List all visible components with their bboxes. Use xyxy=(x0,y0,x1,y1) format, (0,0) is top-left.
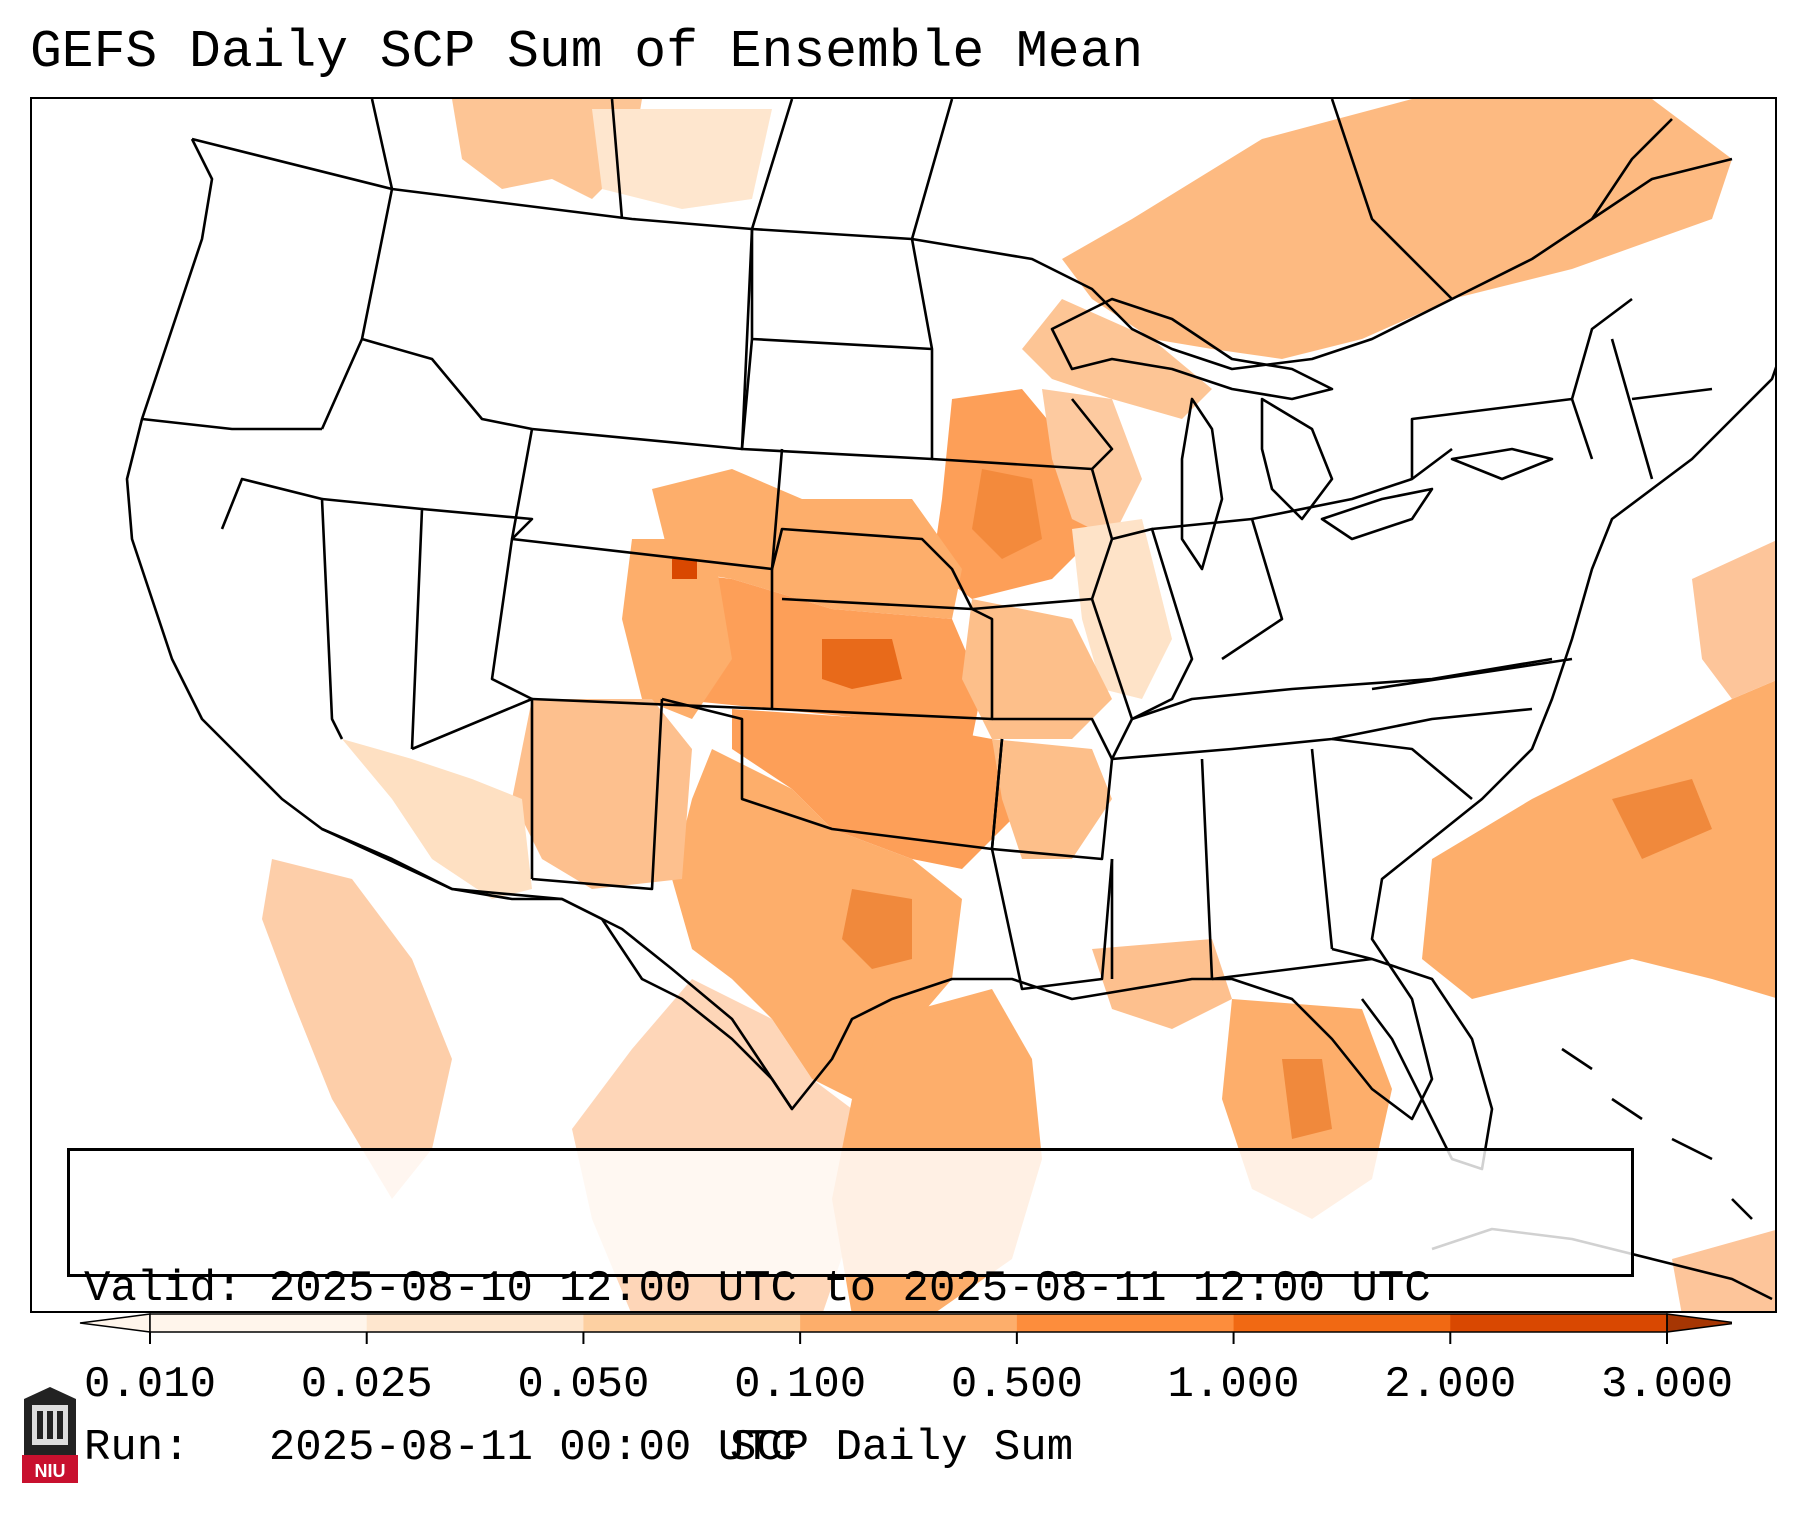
scp-area-atlantic-core xyxy=(1612,779,1712,859)
scp-area-arizona xyxy=(342,739,532,899)
state-line-pa-ny xyxy=(1410,397,1594,479)
florida-peninsula xyxy=(1331,947,1494,1171)
lake-erie xyxy=(1320,487,1434,541)
state-line-tn-south xyxy=(1111,707,1533,761)
state-line-ne-ks xyxy=(770,527,974,610)
colorbar-segment xyxy=(1450,1314,1668,1332)
valid-line: Valid: 2025-08-10 12:00 UTC to 2025-08-1… xyxy=(84,1263,1617,1316)
colorbar xyxy=(79,1313,1732,1344)
state-line-oh-pa xyxy=(1251,447,1453,521)
valid-label: Valid: xyxy=(84,1264,243,1314)
state-line-la-ms xyxy=(990,848,1114,991)
niu-logo-icon: NIU xyxy=(22,1387,78,1483)
state-line-mn-ia xyxy=(931,398,1114,471)
lake-michigan xyxy=(1180,397,1224,571)
state-line-ms-al-ga xyxy=(1110,748,1334,980)
scp-area-atlantic-north xyxy=(1692,540,1775,699)
lake-ontario xyxy=(1450,447,1554,481)
state-line-ks-ok xyxy=(771,597,994,721)
state-line-mt-wy xyxy=(531,228,754,451)
lake-huron xyxy=(1260,397,1334,521)
bahamas-islands xyxy=(1561,1047,1753,1220)
scp-area-illinois xyxy=(1072,519,1172,699)
valid-run-infobox: Valid: 2025-08-10 12:00 UTC to 2025-08-1… xyxy=(67,1148,1634,1473)
run-line: Run: 2025-08-11 00:00 UTC xyxy=(84,1422,1617,1475)
map-panel xyxy=(30,97,1777,1313)
scp-area-gulf-core xyxy=(1282,1059,1332,1139)
colorbar-tick-label: 3.000 xyxy=(1600,1360,1734,1410)
state-line-nm-tx xyxy=(531,698,664,891)
state-line-ca-nv xyxy=(220,477,344,740)
us-outline xyxy=(125,138,1775,1121)
state-line-va-nc xyxy=(1371,657,1573,691)
colorbar-tick-label: 0.100 xyxy=(734,1360,867,1410)
scp-area-atlantic xyxy=(1422,680,1775,999)
colorbar-outline xyxy=(149,1313,1668,1333)
colorbar-tick-label: 0.050 xyxy=(517,1360,650,1410)
colorbar-segment xyxy=(150,1314,368,1332)
state-line-dakotas xyxy=(740,229,934,461)
state-line-il-in xyxy=(1111,527,1194,721)
map-svg xyxy=(125,99,1775,1311)
state-line-new-england xyxy=(1570,297,1713,480)
colorbar-tick-label: 0.010 xyxy=(83,1360,217,1410)
colorbar-segment xyxy=(366,1314,584,1332)
state-line-sc-nc xyxy=(1331,737,1473,800)
province-line-west xyxy=(370,99,954,240)
colorbar-segments xyxy=(79,1313,1732,1333)
colorbar-segment xyxy=(800,1314,1018,1332)
lake-superior xyxy=(1050,297,1334,401)
colorbar-tick-label: 2.000 xyxy=(1384,1360,1517,1410)
scp-area-wisconsin xyxy=(1042,389,1142,539)
chart-title: GEFS Daily SCP Sum of Ensemble Mean xyxy=(30,22,1144,82)
us-mexico-border xyxy=(321,827,794,1110)
colorbar-extend-max xyxy=(1666,1313,1732,1333)
scp-area-kansas xyxy=(652,569,982,739)
state-line-ut-co xyxy=(421,507,534,701)
scp-area-oklahoma xyxy=(732,709,1012,869)
scp-area-arkansas xyxy=(992,739,1112,859)
colorbar-tick-label: 1.000 xyxy=(1167,1360,1300,1410)
scp-area-colorado-spot xyxy=(672,559,697,579)
state-line-mo-ar xyxy=(992,598,1134,761)
state-line-ar-la xyxy=(990,738,1114,861)
state-line-or-id xyxy=(320,188,394,430)
colorbar-segment xyxy=(1016,1314,1235,1332)
scp-area-colorado-east xyxy=(622,539,732,719)
colorbar-tick-label: 0.025 xyxy=(300,1360,433,1410)
scp-area-missouri xyxy=(962,599,1112,739)
state-line-id-mt xyxy=(361,337,533,431)
run-value: 2025-08-11 00:00 UTC xyxy=(268,1423,797,1473)
run-label: Run: xyxy=(84,1423,190,1473)
state-line-in-oh xyxy=(1151,517,1284,661)
scp-area-texas xyxy=(672,749,962,1099)
scp-area-new-mexico xyxy=(512,699,692,889)
state-line-ia-mo xyxy=(971,468,1114,611)
state-line-nv-ut xyxy=(321,497,424,750)
colorbar-ticks xyxy=(149,1332,1668,1344)
colorbar-label: SCP Daily Sum xyxy=(729,1423,1074,1473)
scp-area-mexico-west xyxy=(262,859,452,1199)
state-line-wa-or xyxy=(141,417,322,431)
scp-area-nebraska xyxy=(652,469,962,619)
valid-value: 2025-08-10 12:00 UTC to 2025-08-11 12:00… xyxy=(268,1264,1431,1314)
state-line-ky-tn xyxy=(1131,657,1553,721)
scp-area-canada-east xyxy=(1062,99,1732,359)
state-line-ga-fl xyxy=(1211,957,1373,981)
scp-area-caribbean xyxy=(1672,1230,1775,1311)
scp-area-canada-central xyxy=(592,109,772,209)
us-canada-border xyxy=(191,137,1733,371)
colorbar-segment xyxy=(583,1314,801,1332)
colorbar-extend-min xyxy=(79,1313,151,1333)
colorbar-segment xyxy=(1233,1314,1451,1332)
province-line-east xyxy=(1330,99,1673,300)
scp-area-texas-core xyxy=(842,889,912,969)
scp-area-kansas-core xyxy=(822,639,902,689)
logo-text: NIU xyxy=(35,1461,66,1481)
colorbar-tick-label: 0.500 xyxy=(950,1360,1083,1410)
scp-shading xyxy=(262,99,1775,1311)
scp-area-iowa-core xyxy=(972,469,1042,559)
